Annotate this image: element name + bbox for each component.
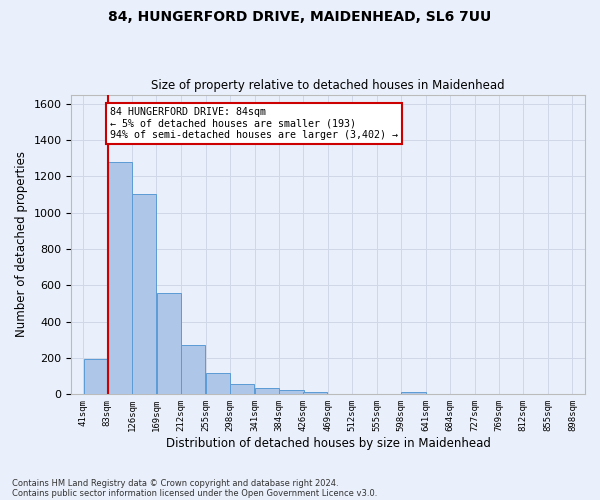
Bar <box>181 346 205 395</box>
Text: Contains public sector information licensed under the Open Government Licence v3: Contains public sector information licen… <box>12 488 377 498</box>
X-axis label: Distribution of detached houses by size in Maidenhead: Distribution of detached houses by size … <box>166 437 491 450</box>
Bar <box>83 360 108 394</box>
Text: 84, HUNGERFORD DRIVE, MAIDENHEAD, SL6 7UU: 84, HUNGERFORD DRIVE, MAIDENHEAD, SL6 7U… <box>109 10 491 24</box>
Bar <box>107 162 132 394</box>
Bar <box>206 372 230 394</box>
Title: Size of property relative to detached houses in Maidenhead: Size of property relative to detached ho… <box>151 79 505 92</box>
Bar <box>230 384 254 394</box>
Text: Contains HM Land Registry data © Crown copyright and database right 2024.: Contains HM Land Registry data © Crown c… <box>12 478 338 488</box>
Bar <box>132 194 156 394</box>
Y-axis label: Number of detached properties: Number of detached properties <box>15 152 28 338</box>
Bar <box>279 390 304 394</box>
Text: 84 HUNGERFORD DRIVE: 84sqm
← 5% of detached houses are smaller (193)
94% of semi: 84 HUNGERFORD DRIVE: 84sqm ← 5% of detac… <box>110 108 398 140</box>
Bar <box>157 293 181 394</box>
Bar <box>401 392 425 394</box>
Bar <box>303 392 328 394</box>
Bar <box>255 388 279 394</box>
